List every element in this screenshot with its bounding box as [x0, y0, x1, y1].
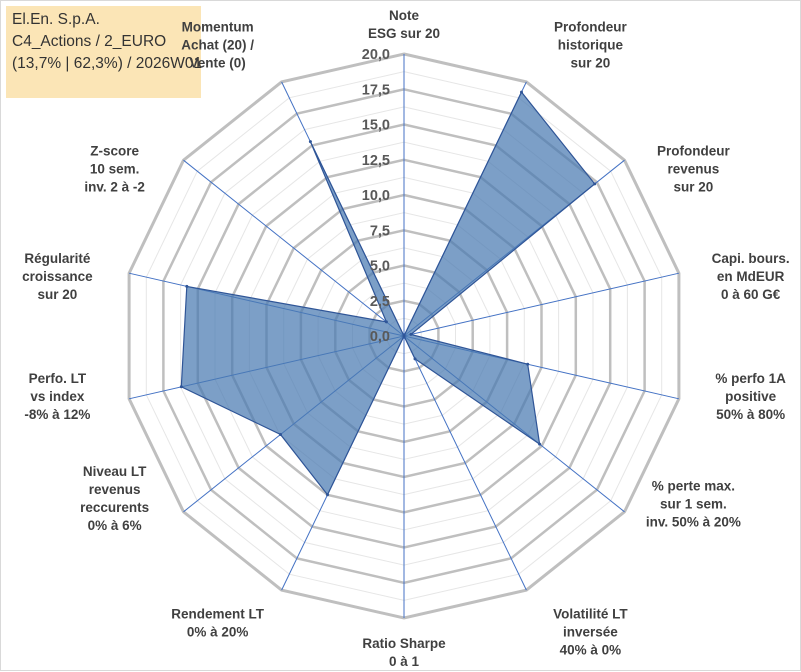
- security-info-box: El.En. S.p.A. C4_Actions / 2_EURO (13,7%…: [6, 6, 203, 98]
- axis-category-label: Perfo. LT vs index -8% à 12%: [24, 371, 90, 422]
- axis-label-line: Achat (20) /: [181, 37, 254, 52]
- axis-label-line: 50% à 80%: [716, 407, 785, 422]
- axis-category-label: Capi. bours. en MdEUR 0 à 60 G€: [712, 251, 790, 302]
- data-point: [538, 442, 542, 446]
- axis-label-line: sur 20: [38, 287, 78, 302]
- axis-label-line: 0 à 1: [389, 654, 420, 669]
- data-point: [279, 433, 282, 436]
- axis-label-line: 40% à 0%: [560, 643, 622, 658]
- radial-axis-line: [183, 159, 405, 337]
- axis-label-line: ESG sur 20: [368, 26, 440, 41]
- axis-label-line: Momentum: [182, 19, 254, 34]
- axis-label-line: Perfo. LT: [29, 371, 87, 386]
- axis-label-line: Capi. bours.: [712, 251, 790, 266]
- data-point: [526, 362, 530, 366]
- axis-label-line: sur 20: [674, 179, 714, 194]
- radial-tick-label: 15,0: [362, 118, 390, 134]
- axis-label-line: inv. 2 à -2: [84, 179, 145, 194]
- axis-category-label: Profondeur historique sur 20: [554, 19, 627, 70]
- data-point: [593, 182, 597, 186]
- data-point: [326, 493, 329, 497]
- radial-tick-label: 2,5: [370, 294, 390, 310]
- axis-label-line: revenus: [668, 161, 720, 176]
- axis-category-label: Note ESG sur 20: [368, 8, 440, 41]
- axis-category-label: Profondeur revenus sur 20: [657, 143, 730, 194]
- data-point: [308, 140, 312, 144]
- axis-label-line: % perte max.: [652, 479, 735, 494]
- axis-label-line: Vente (0): [189, 55, 245, 70]
- radial-axis-line: [403, 272, 680, 337]
- data-point: [520, 90, 523, 94]
- data-point: [402, 334, 406, 338]
- axis-label-line: Profondeur: [657, 143, 730, 158]
- axis-label-line: 10 sem.: [90, 161, 140, 176]
- axis-label-line: 0 à 60 G€: [721, 287, 781, 302]
- axis-label-line: Volatilité LT: [553, 607, 628, 622]
- axis-label-line: Ratio Sharpe: [362, 636, 446, 651]
- axis-label-line: positive: [725, 389, 777, 404]
- axis-label-line: inv. 50% à 20%: [646, 515, 741, 530]
- data-point: [409, 332, 413, 336]
- axis-label-line: inversée: [563, 625, 618, 640]
- data-point: [179, 385, 183, 389]
- score-summary: (13,7% | 62,3%) / 2026W01: [12, 55, 203, 72]
- axis-category-label: Ratio Sharpe 0 à 1: [362, 636, 446, 669]
- radial-tick-label: 12,5: [362, 153, 390, 169]
- company-name: El.En. S.p.A.: [12, 11, 100, 28]
- axis-label-line: Z-score: [90, 143, 139, 158]
- axis-label-line: Niveau LT: [83, 464, 147, 479]
- radial-tick-label: 20,0: [362, 47, 390, 63]
- axis-label-line: sur 1 sem.: [660, 497, 727, 512]
- axis-category-label: Momentum Achat (20) / Vente (0): [181, 19, 254, 70]
- radial-tick-label: 7,5: [370, 223, 390, 239]
- axis-label-line: reccurents: [80, 500, 149, 515]
- axis-label-line: Rendement LT: [171, 607, 265, 622]
- radial-tick-label: 5,0: [370, 259, 390, 275]
- axis-label-line: revenus: [89, 482, 141, 497]
- axis-category-label: Volatilité LT inversée 40% à 0%: [553, 607, 628, 658]
- radial-tick-label: 17,5: [362, 82, 390, 98]
- data-point: [413, 357, 417, 361]
- axis-label-line: Régularité: [24, 251, 91, 266]
- data-point: [384, 320, 388, 324]
- axis-label-line: -8% à 12%: [24, 407, 90, 422]
- axis-label-line: Note: [389, 8, 419, 23]
- axis-label-line: 0% à 6%: [88, 518, 142, 533]
- axis-label-line: en MdEUR: [717, 269, 785, 284]
- axis-label-line: sur 20: [571, 55, 611, 70]
- axis-label-line: Profondeur: [554, 19, 627, 34]
- radial-tick-label: 10,0: [362, 188, 390, 204]
- axis-label-line: historique: [558, 37, 624, 52]
- axis-category-label: Régularité croissance sur 20: [22, 251, 93, 302]
- radial-tick-label: 0,0: [370, 329, 390, 345]
- axis-category-label: Niveau LT revenus reccurents 0% à 6%: [80, 464, 149, 533]
- axis-label-line: % perfo 1A: [715, 371, 786, 386]
- data-point: [185, 284, 189, 288]
- axis-label-line: croissance: [22, 269, 93, 284]
- axis-category-label: Z-score 10 sem. inv. 2 à -2: [84, 143, 145, 194]
- axis-category-label: % perfo 1A positive 50% à 80%: [715, 371, 786, 422]
- axis-category-label: % perte max. sur 1 sem. inv. 50% à 20%: [646, 479, 741, 530]
- portfolio-category: C4_Actions / 2_EURO: [12, 33, 167, 50]
- axis-label-line: 0% à 20%: [187, 625, 249, 640]
- axis-category-label: Rendement LT 0% à 20%: [171, 607, 265, 640]
- radial-axis-line: [403, 335, 527, 591]
- axis-label-line: vs index: [30, 389, 85, 404]
